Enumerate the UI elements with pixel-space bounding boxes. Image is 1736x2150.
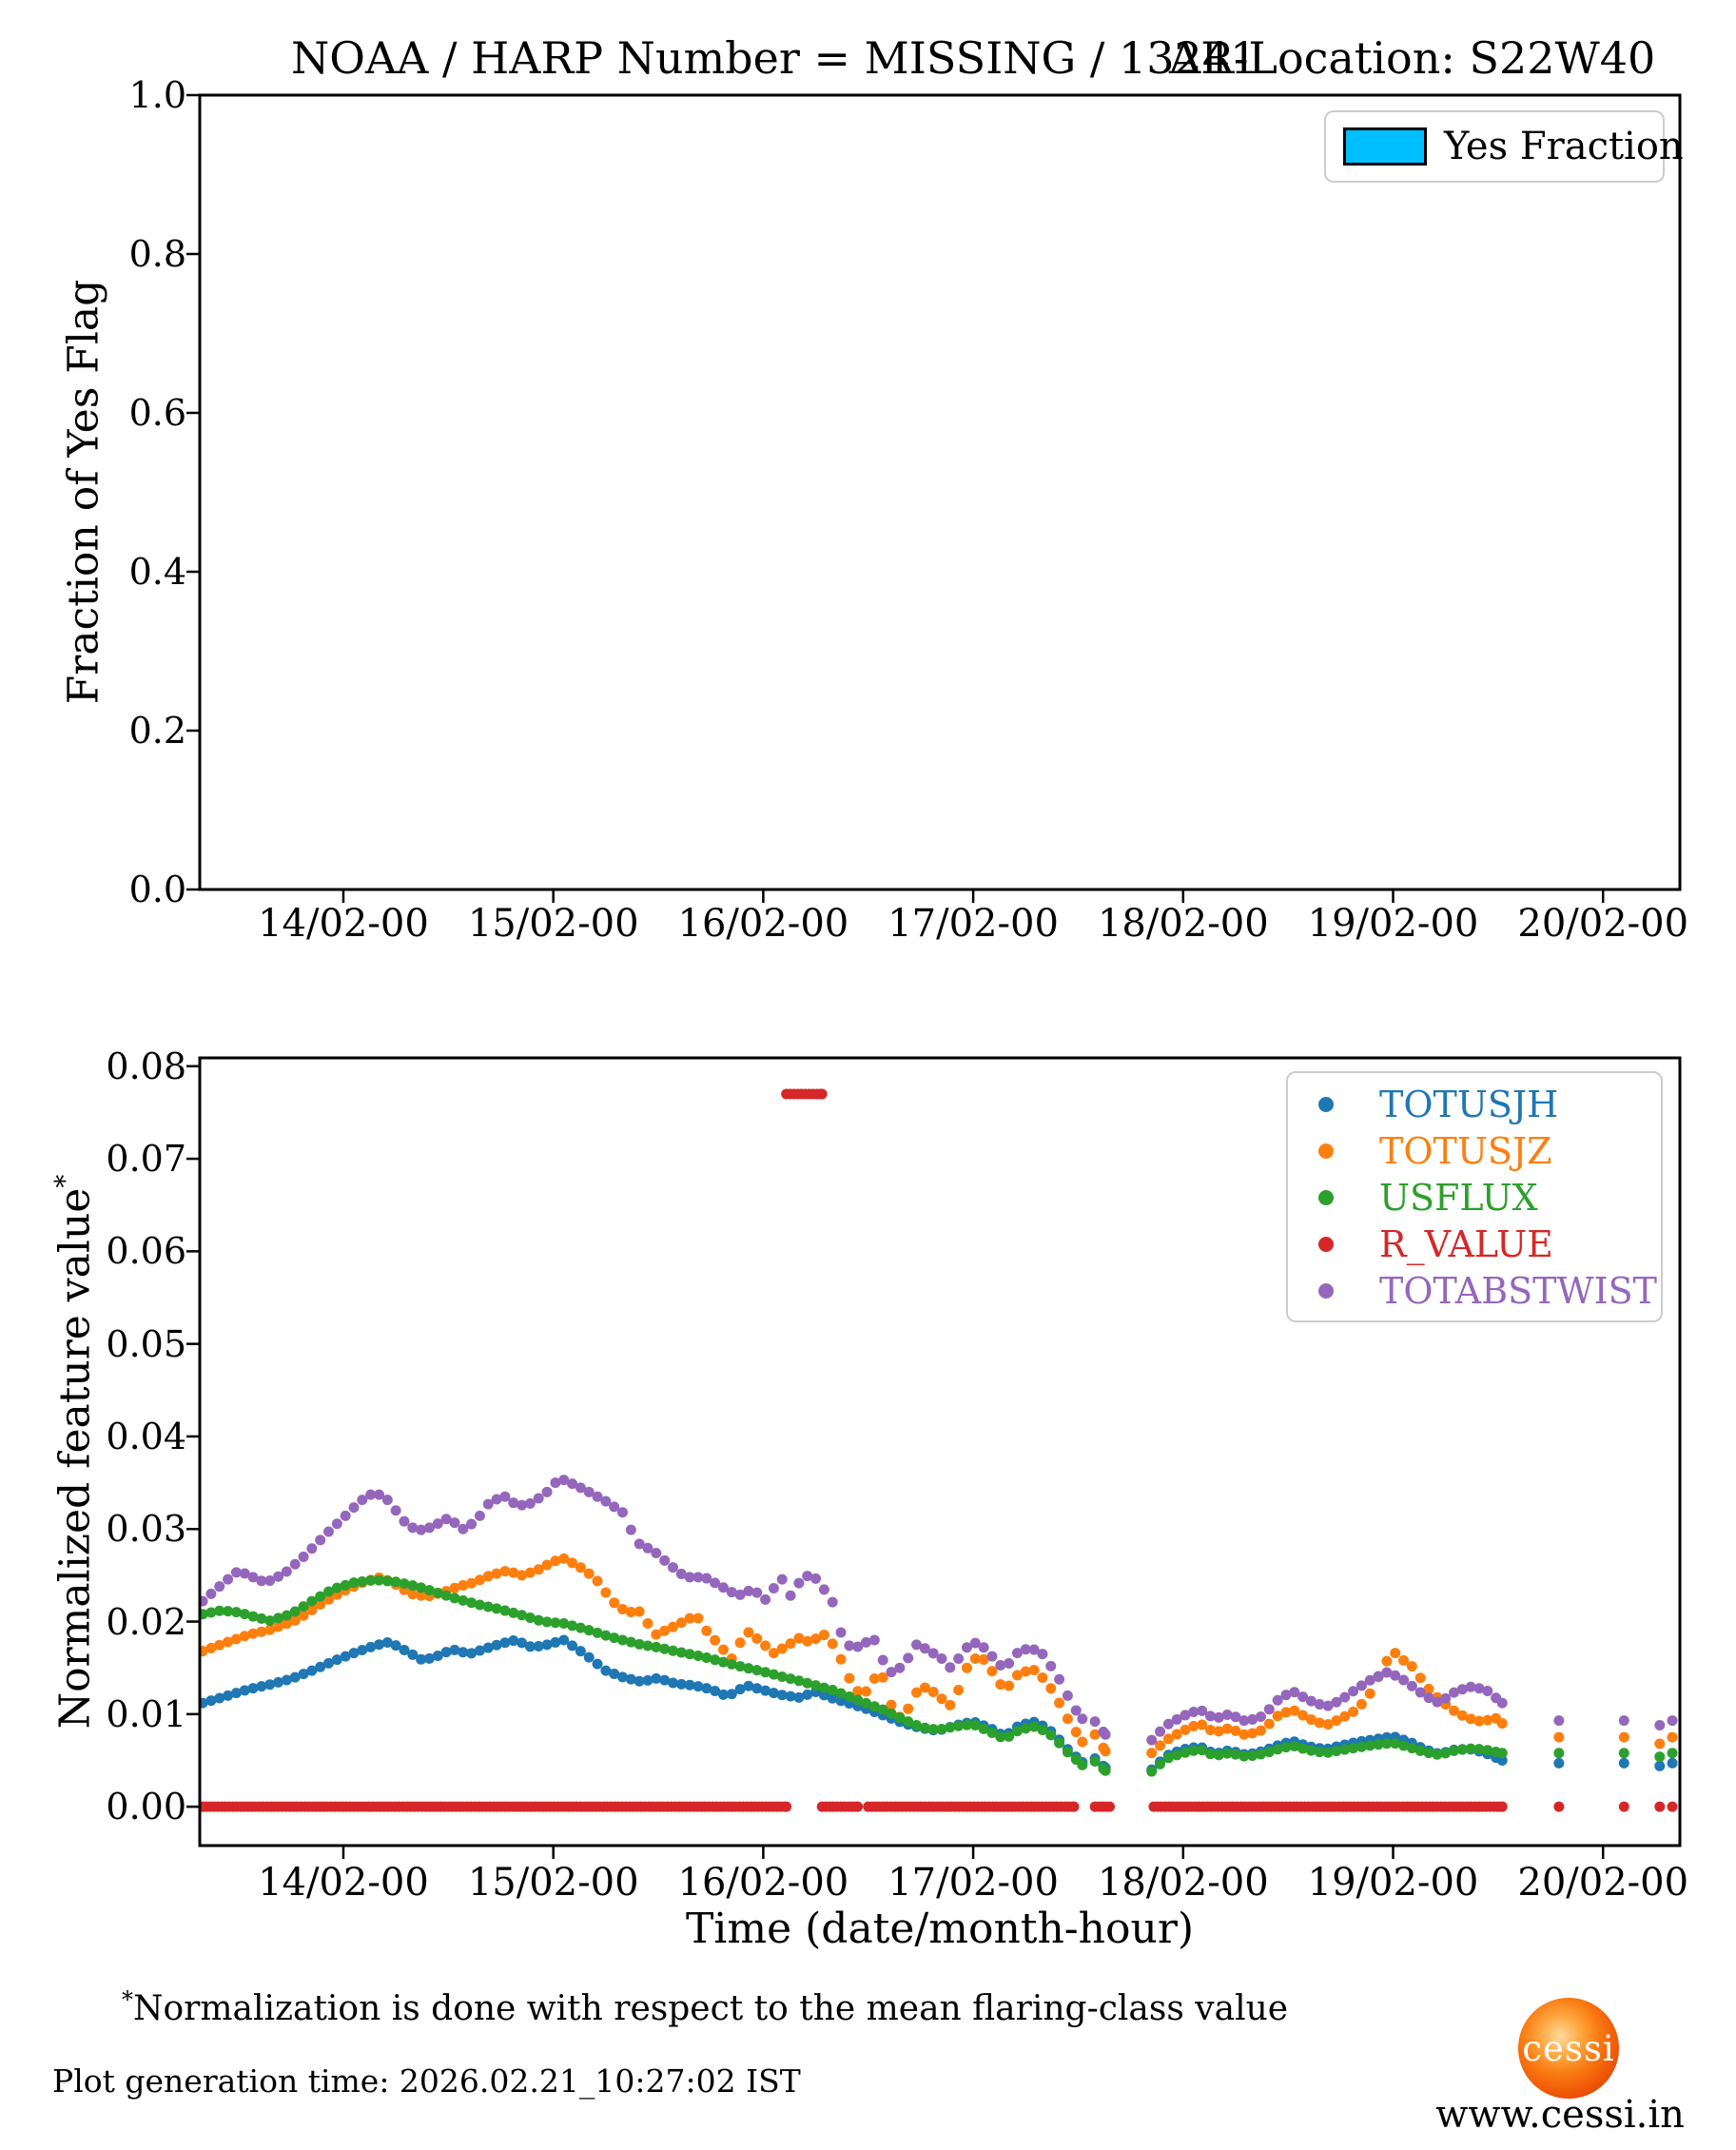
generation-time: Plot generation time: 2026.02.21_10:27:0… xyxy=(52,2062,801,2100)
legend-label-TOTUSJH: TOTUSJH xyxy=(1379,1083,1559,1125)
x-tick-label: 19/02-00 xyxy=(1307,902,1479,946)
x-tick-label: 18/02-00 xyxy=(1097,1861,1269,1905)
y-tick-label: 0.03 xyxy=(106,1508,186,1551)
top-y-axis-label: Fraction of Yes Flag xyxy=(59,279,108,705)
x-tick-label: 17/02-00 xyxy=(888,1861,1059,1905)
y-tick-label: 0.02 xyxy=(106,1600,186,1643)
footnote-asterisk: * xyxy=(122,1986,133,2013)
x-tick-label: 15/02-00 xyxy=(467,902,639,946)
legend-item-TOTUSJH: TOTUSJH xyxy=(1288,1081,1661,1127)
legend-item-R_VALUE: R_VALUE xyxy=(1288,1221,1661,1267)
plot-title-left: NOAA / HARP Number = MISSING / 13241 xyxy=(291,32,1258,84)
legend-marker-USFLUX xyxy=(1318,1189,1334,1205)
bottom-legend: TOTUSJH TOTUSJZ USFLUX R_VALUE TOTABSTWIST xyxy=(1286,1071,1663,1322)
top-legend: Yes Fraction xyxy=(1324,110,1684,183)
y-tick-label: 0.4 xyxy=(128,551,186,593)
legend-marker-TOTUSJZ xyxy=(1318,1143,1334,1159)
yes-fraction-legend-label: Yes Fraction xyxy=(1444,125,1684,168)
x-tick-label: 20/02-00 xyxy=(1517,1861,1689,1905)
cessi-logo-text: cessi xyxy=(1522,2027,1615,2069)
legend-label-TOTABSTWIST: TOTABSTWIST xyxy=(1379,1269,1657,1312)
x-tick-label: 16/02-00 xyxy=(677,902,849,946)
y-tick-label: 0.2 xyxy=(128,710,186,752)
legend-label-USFLUX: USFLUX xyxy=(1379,1176,1538,1219)
x-tick-label: 20/02-00 xyxy=(1517,902,1689,946)
y-tick-label: 0.08 xyxy=(106,1045,186,1087)
legend-marker-TOTABSTWIST xyxy=(1318,1282,1334,1299)
x-tick-label: 16/02-00 xyxy=(677,1861,849,1905)
series-USFLUX xyxy=(200,1574,1678,1777)
series-R_VALUE xyxy=(200,1088,1678,1812)
y-tick-label: 1.0 xyxy=(128,74,186,116)
legend-label-TOTUSJZ: TOTUSJZ xyxy=(1379,1129,1552,1172)
legend-item-USFLUX: USFLUX xyxy=(1288,1174,1661,1221)
x-tick-label: 19/02-00 xyxy=(1307,1861,1479,1905)
x-tick-label: 14/02-00 xyxy=(258,902,429,946)
x-tick-label: 18/02-00 xyxy=(1097,902,1269,946)
y-tick-label: 0.0 xyxy=(128,869,186,910)
y-tick-label: 0.07 xyxy=(106,1138,186,1181)
plot-title-right: AR-Location: S22W40 xyxy=(1169,32,1656,84)
cessi-sun-logo: cessi xyxy=(1518,1998,1619,2099)
y-tick-label: 0.04 xyxy=(106,1415,186,1457)
x-tick-label: 14/02-00 xyxy=(258,1861,429,1905)
legend-label-R_VALUE: R_VALUE xyxy=(1379,1222,1553,1265)
y-tick-label: 0.6 xyxy=(128,392,186,434)
legend-item-TOTABSTWIST: TOTABSTWIST xyxy=(1288,1267,1661,1314)
y-tick-label: 0.01 xyxy=(106,1692,186,1735)
y-tick-label: 0.00 xyxy=(106,1786,186,1828)
series-TOTABSTWIST xyxy=(200,1475,1678,1746)
bottom-x-axis-label: Time (date/month-hour) xyxy=(685,1905,1195,1953)
legend-marker-R_VALUE xyxy=(1318,1236,1334,1252)
legend-marker-TOTUSJH xyxy=(1318,1096,1334,1112)
y-tick-label: 0.05 xyxy=(106,1322,186,1365)
legend-item-TOTUSJZ: TOTUSJZ xyxy=(1288,1127,1661,1174)
y-tick-label: 0.8 xyxy=(128,233,186,275)
footnote-text: Normalization is done with respect to th… xyxy=(133,1989,1289,2028)
website-link[interactable]: www.cessi.in xyxy=(1435,2093,1685,2137)
x-tick-label: 17/02-00 xyxy=(888,902,1059,946)
x-tick-label: 15/02-00 xyxy=(467,1861,639,1905)
series-points-plot1 xyxy=(200,1088,1678,1812)
yes-fraction-legend-patch xyxy=(1343,127,1427,166)
y-tick-label: 0.06 xyxy=(106,1230,186,1273)
footnote: *Normalization is done with respect to t… xyxy=(122,1986,1288,2028)
